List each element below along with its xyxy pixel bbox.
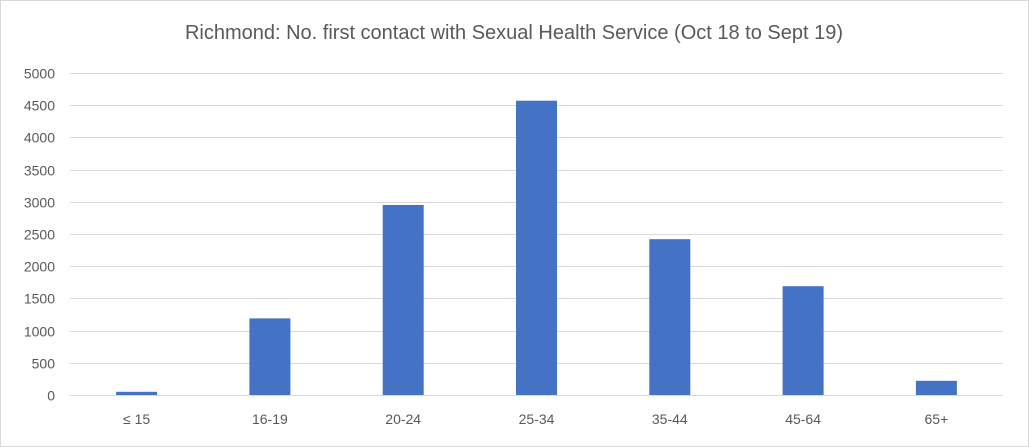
y-tick-label: 5000 bbox=[24, 66, 55, 82]
bar-4 bbox=[516, 100, 557, 395]
x-tick-label: 35-44 bbox=[652, 411, 688, 427]
x-tick-label: 20-24 bbox=[385, 411, 421, 427]
y-tick-label: 2000 bbox=[24, 259, 55, 275]
x-tick-label: 25-34 bbox=[519, 411, 555, 427]
y-tick-label: 1000 bbox=[24, 324, 55, 340]
x-axis-ticks: ≤ 15 16-19 20-24 25-34 35-44 45-64 65+ bbox=[123, 411, 948, 427]
y-tick-label: 2500 bbox=[24, 227, 55, 243]
y-tick-label: 3500 bbox=[24, 163, 55, 179]
y-tick-label: 500 bbox=[32, 356, 56, 372]
bar-5 bbox=[649, 239, 691, 395]
y-tick-label: 1500 bbox=[24, 291, 55, 307]
y-axis-ticks: 0 500 1000 1500 2000 2500 3000 3500 4000 4500 5000 bbox=[24, 66, 55, 404]
bar-2 bbox=[249, 318, 291, 395]
bar-1 bbox=[116, 391, 158, 395]
y-tick-label: 4500 bbox=[24, 98, 55, 114]
y-tick-label: 4000 bbox=[24, 130, 55, 146]
x-tick-label: 45-64 bbox=[785, 411, 821, 427]
chart-title: Richmond: No. first contact with Sexual … bbox=[185, 22, 843, 44]
y-tick-label: 0 bbox=[47, 388, 55, 404]
x-tick-label: ≤ 15 bbox=[123, 411, 150, 427]
bar-7 bbox=[915, 380, 957, 395]
bars bbox=[116, 100, 957, 395]
x-tick-label: 65+ bbox=[925, 411, 949, 427]
y-tick-label: 3000 bbox=[24, 195, 55, 211]
bar-6 bbox=[782, 286, 824, 395]
x-tick-label: 16-19 bbox=[252, 411, 288, 427]
bar-3 bbox=[382, 205, 424, 395]
